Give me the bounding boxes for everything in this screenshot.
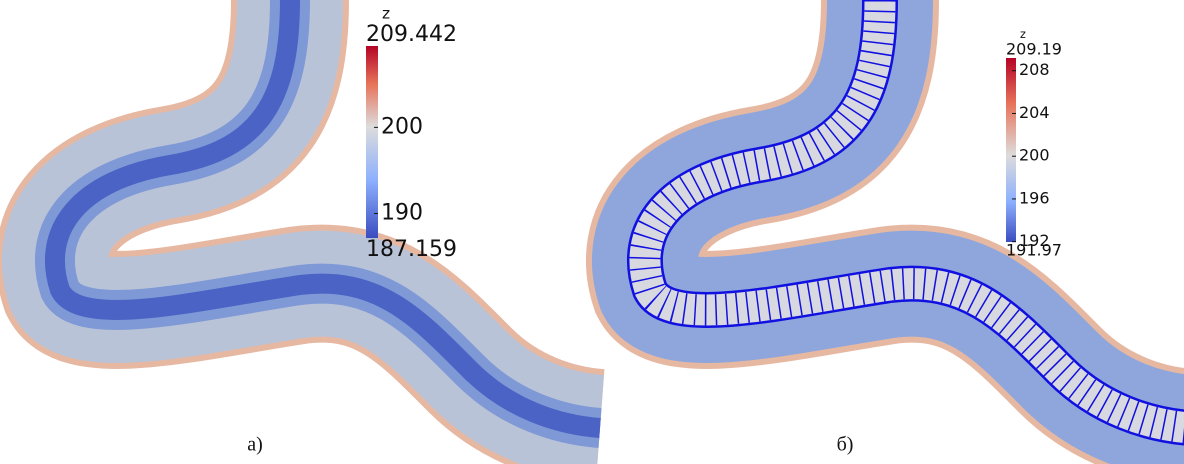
tick-label: 192	[1019, 231, 1050, 250]
colorbar	[1006, 58, 1016, 242]
colorbar-max: 209.442	[366, 22, 457, 47]
colorbar-max: 209.19	[1006, 40, 1062, 59]
tick-label: 208	[1019, 60, 1050, 79]
river-map-a	[55, 0, 600, 428]
caption: а)	[247, 434, 263, 456]
tick-label: 200	[1019, 146, 1050, 165]
tick-label: 200	[381, 114, 423, 139]
caption: б)	[837, 434, 854, 456]
tick-label: 190	[381, 201, 423, 226]
colorbar	[366, 46, 378, 238]
tick-label: 204	[1019, 103, 1050, 122]
tick-label: 196	[1019, 188, 1050, 207]
river-map-b	[645, 0, 1184, 428]
colorbar-min: 187.159	[366, 237, 457, 262]
colorbar-title: z	[382, 5, 390, 23]
figure: а) б) z209.442187.159200190z209.19191.97…	[0, 0, 1184, 464]
